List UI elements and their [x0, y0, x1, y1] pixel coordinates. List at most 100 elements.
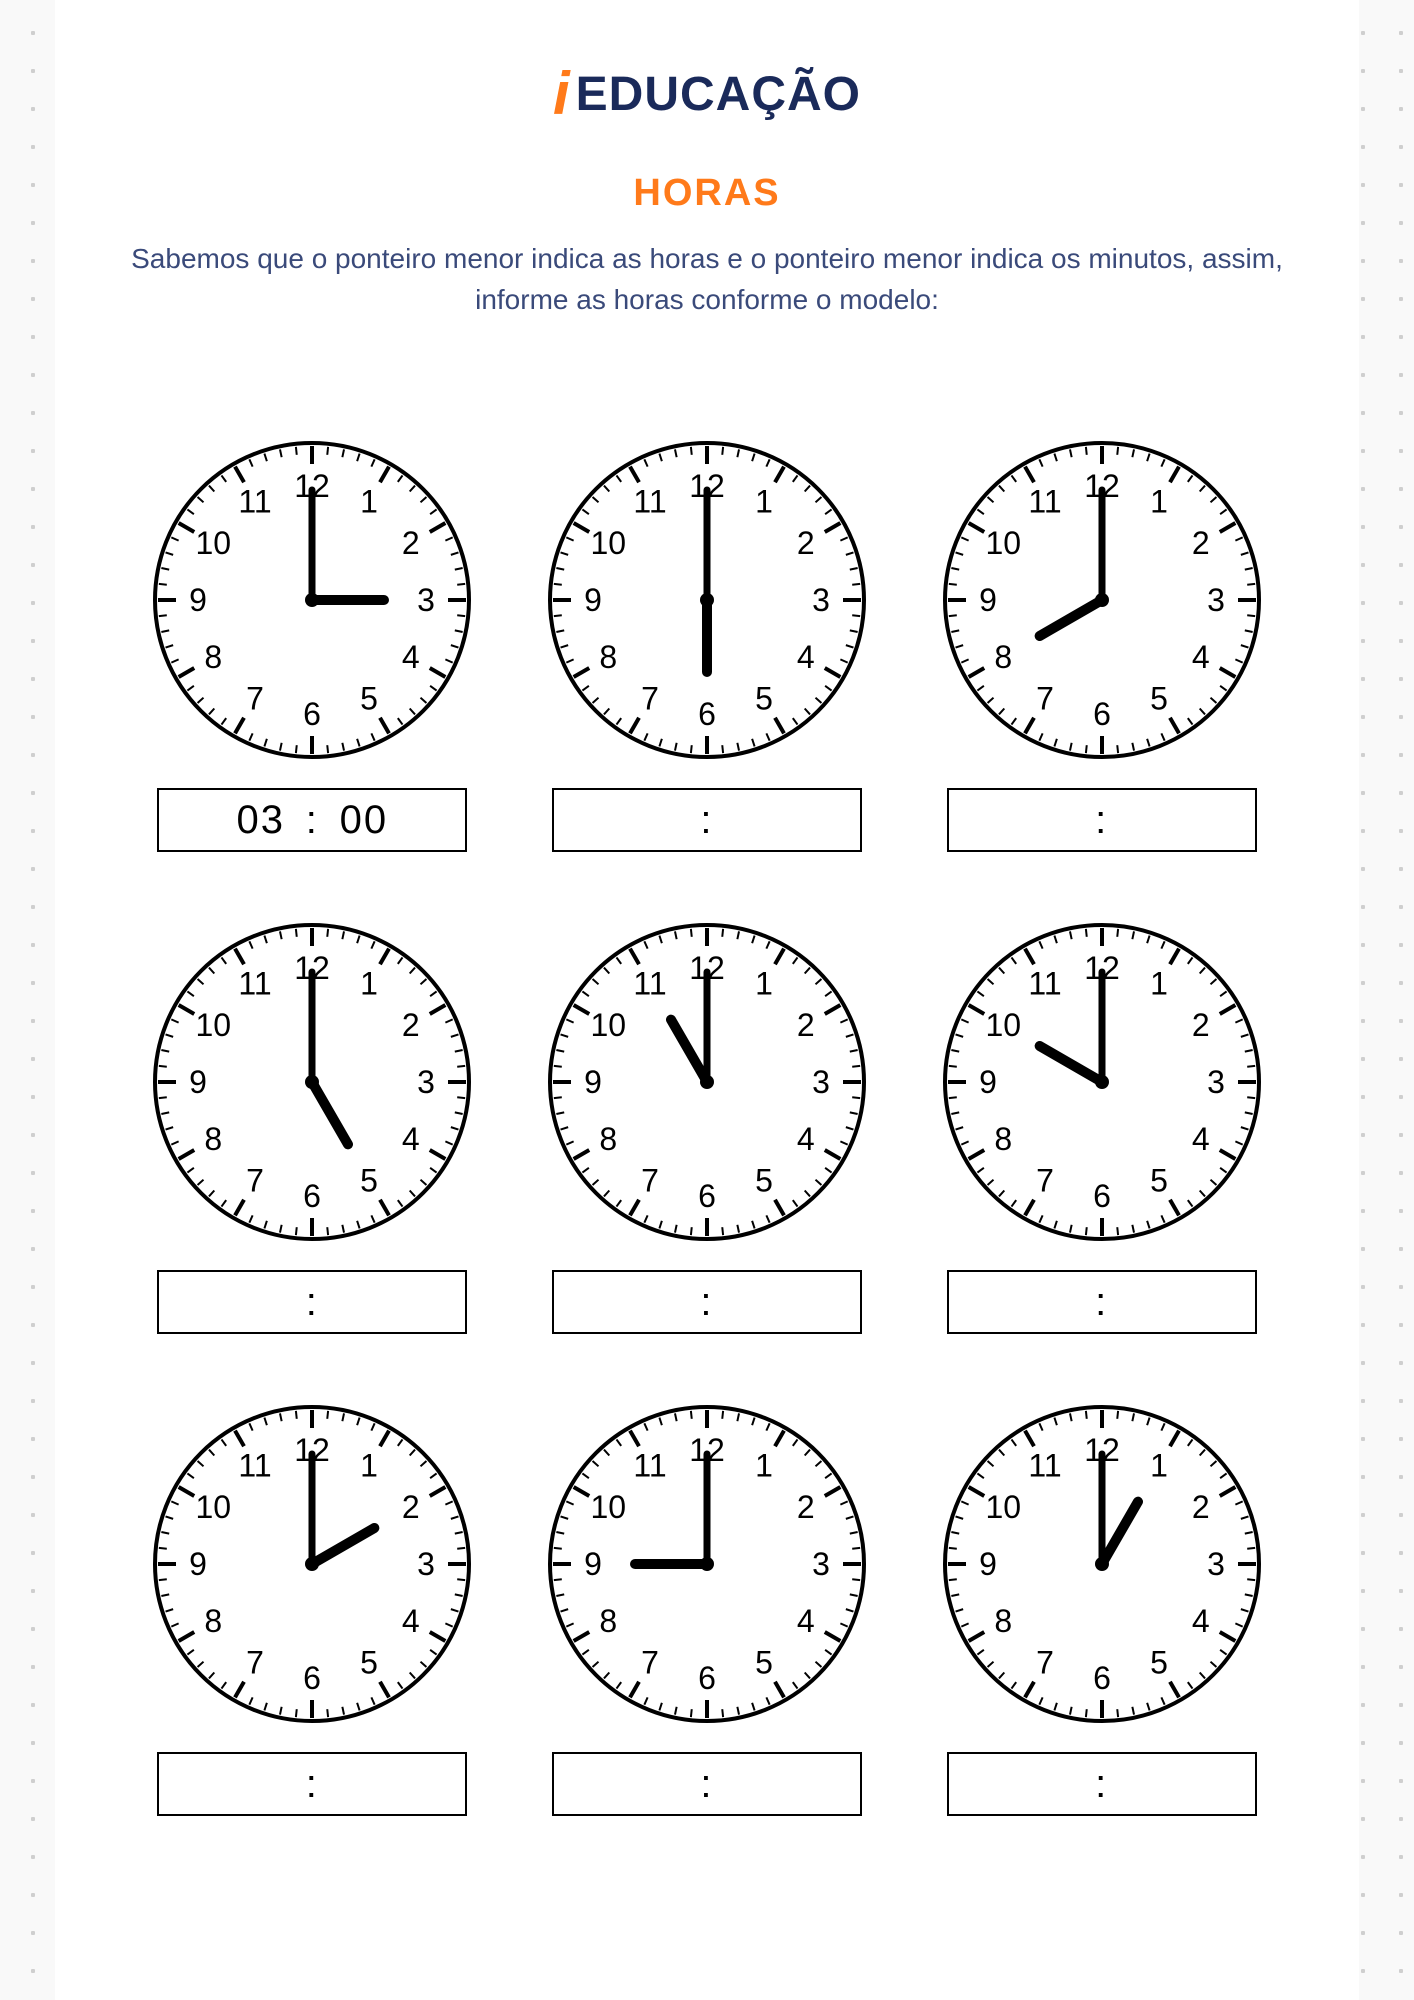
svg-text:10: 10 [985, 1489, 1021, 1525]
clock-cell: 12123456789101103:00 [152, 440, 472, 852]
svg-text:9: 9 [189, 1064, 207, 1100]
svg-text:6: 6 [303, 1660, 321, 1696]
answer-hours: 03 [226, 798, 296, 843]
svg-text:6: 6 [1093, 1660, 1111, 1696]
svg-text:4: 4 [797, 1121, 815, 1157]
svg-text:1: 1 [1150, 483, 1168, 519]
svg-text:2: 2 [402, 525, 420, 561]
svg-text:1: 1 [755, 1447, 773, 1483]
svg-text:3: 3 [417, 1546, 435, 1582]
answer-box[interactable]: : [552, 1270, 862, 1334]
svg-text:1: 1 [1150, 965, 1168, 1001]
svg-text:11: 11 [1028, 483, 1061, 519]
svg-text:10: 10 [590, 1007, 626, 1043]
answer-box[interactable]: : [552, 1752, 862, 1816]
svg-text:9: 9 [979, 582, 997, 618]
svg-text:4: 4 [797, 639, 815, 675]
svg-text:2: 2 [1191, 525, 1209, 561]
answer-box[interactable]: : [552, 788, 862, 852]
svg-text:4: 4 [1191, 1121, 1209, 1157]
clock-face: 121234567891011 [152, 1404, 472, 1724]
svg-text:7: 7 [246, 1645, 264, 1681]
clock-cell: 121234567891011: [547, 440, 867, 852]
svg-text:2: 2 [797, 1489, 815, 1525]
svg-text:6: 6 [698, 696, 716, 732]
svg-text:5: 5 [360, 1645, 378, 1681]
svg-text:11: 11 [1028, 1447, 1061, 1483]
svg-text:3: 3 [417, 582, 435, 618]
svg-text:8: 8 [205, 639, 223, 675]
svg-text:6: 6 [303, 696, 321, 732]
svg-text:8: 8 [599, 639, 617, 675]
clock-cell: 121234567891011: [547, 922, 867, 1334]
svg-text:5: 5 [1150, 681, 1168, 717]
answer-box[interactable]: : [157, 1270, 467, 1334]
answer-box[interactable]: : [947, 1270, 1257, 1334]
svg-text:4: 4 [402, 1121, 420, 1157]
svg-text:10: 10 [196, 525, 232, 561]
clock-cell: 121234567891011: [942, 922, 1262, 1334]
svg-text:11: 11 [239, 1447, 272, 1483]
svg-text:3: 3 [812, 582, 830, 618]
svg-text:9: 9 [979, 1546, 997, 1582]
svg-text:1: 1 [1150, 1447, 1168, 1483]
svg-text:1: 1 [755, 965, 773, 1001]
svg-text:11: 11 [239, 965, 272, 1001]
answer-box[interactable]: : [157, 1752, 467, 1816]
svg-text:2: 2 [1191, 1489, 1209, 1525]
svg-text:7: 7 [246, 1163, 264, 1199]
page-title: HORAS [55, 172, 1359, 215]
clock-face: 121234567891011 [942, 1404, 1262, 1724]
svg-text:8: 8 [205, 1603, 223, 1639]
answer-box[interactable]: 03:00 [157, 788, 467, 852]
answer-minutes: 00 [329, 798, 399, 843]
svg-text:3: 3 [417, 1064, 435, 1100]
svg-text:3: 3 [1207, 1546, 1225, 1582]
svg-text:7: 7 [246, 681, 264, 717]
clock-face: 121234567891011 [152, 922, 472, 1242]
svg-text:2: 2 [797, 1007, 815, 1043]
clock-cell: 121234567891011: [942, 1404, 1262, 1816]
svg-text:5: 5 [755, 681, 773, 717]
svg-text:4: 4 [797, 1603, 815, 1639]
answer-box[interactable]: : [947, 1752, 1257, 1816]
svg-text:11: 11 [633, 1447, 666, 1483]
answer-colon: : [690, 1280, 723, 1325]
svg-text:3: 3 [812, 1064, 830, 1100]
clock-cell: 121234567891011: [152, 1404, 472, 1816]
svg-text:8: 8 [205, 1121, 223, 1157]
answer-colon: : [690, 1762, 723, 1807]
svg-text:4: 4 [402, 639, 420, 675]
instructions-text: Sabemos que o ponteiro menor indica as h… [55, 239, 1359, 320]
svg-text:10: 10 [985, 1007, 1021, 1043]
answer-colon: : [690, 798, 723, 843]
svg-text:10: 10 [590, 525, 626, 561]
svg-text:5: 5 [1150, 1163, 1168, 1199]
clock-face: 121234567891011 [942, 440, 1262, 760]
svg-text:6: 6 [698, 1178, 716, 1214]
clock-face: 121234567891011 [942, 922, 1262, 1242]
svg-text:5: 5 [1150, 1645, 1168, 1681]
svg-text:9: 9 [189, 582, 207, 618]
svg-text:1: 1 [360, 1447, 378, 1483]
svg-text:6: 6 [303, 1178, 321, 1214]
svg-text:5: 5 [360, 1163, 378, 1199]
svg-text:4: 4 [1191, 1603, 1209, 1639]
svg-text:1: 1 [755, 483, 773, 519]
answer-colon: : [1085, 1280, 1118, 1325]
clock-cell: 121234567891011: [942, 440, 1262, 852]
svg-text:9: 9 [189, 1546, 207, 1582]
answer-box[interactable]: : [947, 788, 1257, 852]
svg-text:2: 2 [402, 1489, 420, 1525]
svg-text:9: 9 [584, 1064, 602, 1100]
svg-text:1: 1 [360, 483, 378, 519]
svg-text:7: 7 [641, 1163, 659, 1199]
svg-text:6: 6 [698, 1660, 716, 1696]
svg-text:10: 10 [985, 525, 1021, 561]
svg-text:5: 5 [360, 681, 378, 717]
svg-text:6: 6 [1093, 696, 1111, 732]
svg-text:7: 7 [1036, 1163, 1054, 1199]
clock-face: 121234567891011 [547, 440, 867, 760]
svg-text:8: 8 [994, 1121, 1012, 1157]
svg-text:11: 11 [633, 483, 666, 519]
